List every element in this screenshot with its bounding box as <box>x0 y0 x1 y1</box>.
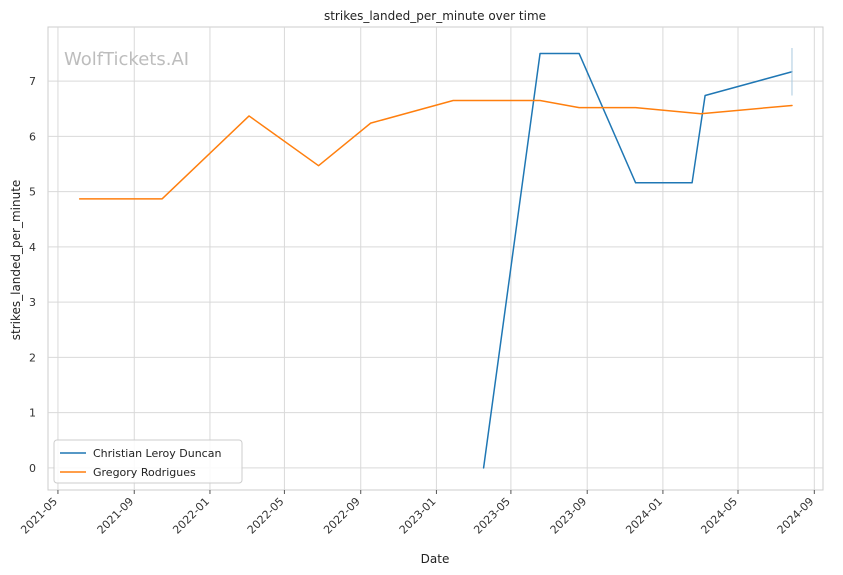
y-tick-label: 7 <box>29 75 36 88</box>
watermark: WolfTickets.AI <box>64 49 189 70</box>
chart-title: strikes_landed_per_minute over time <box>324 9 546 23</box>
grid <box>48 27 823 490</box>
y-tick-label: 5 <box>29 186 36 199</box>
y-tick-label: 0 <box>29 462 36 475</box>
legend: Christian Leroy Duncan Gregory Rodrigues <box>53 439 243 484</box>
legend-box <box>53 439 243 484</box>
plot-area <box>47 26 824 491</box>
series-line-gregory-rodrigues <box>78 99 793 200</box>
x-axis-label: Date <box>421 552 450 566</box>
y-axis-label: strikes_landed_per_minute <box>9 180 23 341</box>
y-tick-label: 3 <box>29 296 36 309</box>
series-layer <box>78 47 793 469</box>
series-line-christian-leroy-duncan <box>482 52 793 469</box>
legend-label-gregory-rodrigues: Gregory Rodrigues <box>93 466 196 479</box>
legend-label-christian-leroy-duncan: Christian Leroy Duncan <box>93 447 221 460</box>
y-tick-label: 4 <box>29 241 36 254</box>
y-tick-label: 6 <box>29 130 36 143</box>
y-tick-label: 2 <box>29 351 36 364</box>
y-tick-label: 1 <box>29 407 36 420</box>
